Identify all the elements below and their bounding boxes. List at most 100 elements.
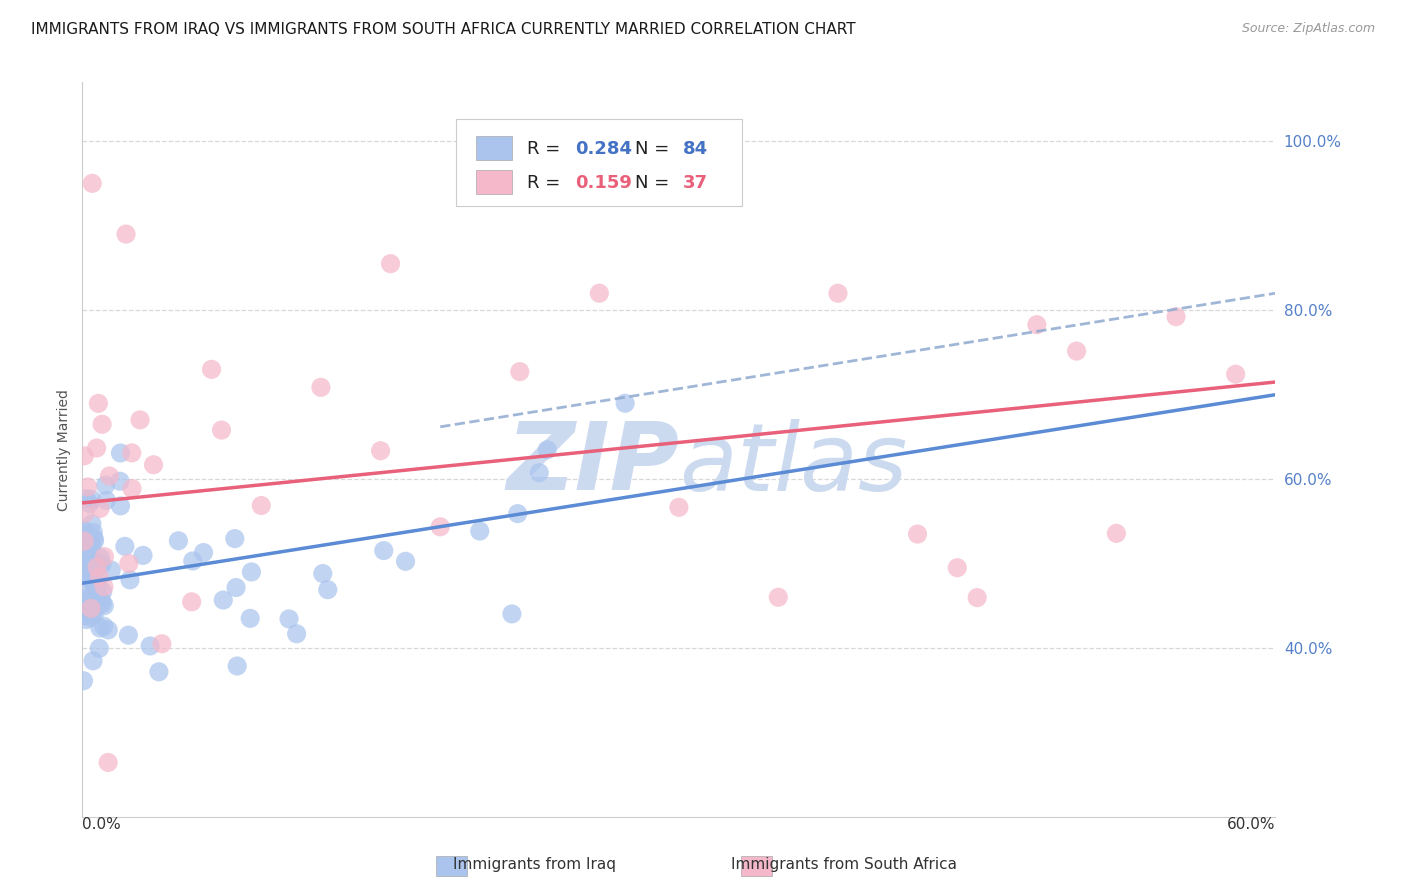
FancyBboxPatch shape [477, 136, 512, 160]
Point [90, 593, 112, 607]
Point [536, 442, 558, 457]
Point [73, 523, 96, 537]
Point [509, 365, 531, 379]
Point [82, 654, 104, 668]
Point [94, 478, 117, 492]
Point [72, 556, 94, 570]
Point [87, 578, 110, 592]
Point [72, 608, 94, 623]
Point [97, 756, 120, 770]
Point [250, 499, 273, 513]
Point [373, 543, 395, 558]
Point [82, 525, 104, 540]
Text: N =: N = [634, 140, 675, 158]
Point [312, 566, 335, 581]
Point [380, 257, 402, 271]
Point [76, 591, 98, 606]
Text: 0.159: 0.159 [575, 174, 631, 192]
Point [83, 532, 105, 546]
Point [82, 606, 104, 620]
Point [132, 549, 155, 563]
Point [91, 417, 114, 432]
Point [239, 611, 262, 625]
Point [80, 567, 103, 582]
Point [76, 480, 98, 494]
Point [83, 593, 105, 607]
Point [89, 550, 111, 565]
Point [224, 532, 246, 546]
Text: 60.0%: 60.0% [1227, 817, 1275, 832]
FancyBboxPatch shape [741, 856, 772, 876]
Point [91, 597, 114, 611]
Point [93, 549, 115, 564]
Point [1066, 344, 1088, 359]
Point [907, 527, 929, 541]
Point [89, 570, 111, 584]
Point [84, 590, 107, 604]
Point [668, 500, 690, 515]
Y-axis label: Currently Married: Currently Married [58, 389, 72, 510]
Point [80, 574, 103, 588]
Point [100, 563, 122, 577]
Point [80, 516, 103, 531]
Point [1025, 318, 1047, 332]
Point [87, 396, 110, 410]
Point [142, 458, 165, 472]
Point [181, 554, 204, 568]
Point [82, 177, 104, 191]
Point [80, 610, 103, 624]
Point [278, 612, 301, 626]
Point [139, 639, 162, 653]
Text: R =: R = [527, 174, 567, 192]
Point [225, 581, 247, 595]
Point [240, 565, 263, 579]
Point [72, 539, 94, 553]
Point [1225, 368, 1247, 382]
Point [115, 227, 138, 241]
Point [83, 533, 105, 548]
Point [89, 641, 111, 656]
Text: ZIP: ZIP [506, 418, 679, 510]
Point [73, 528, 96, 542]
Point [84, 577, 107, 591]
Point [82, 585, 104, 599]
Point [212, 593, 235, 607]
Point [93, 599, 115, 613]
Text: IMMIGRANTS FROM IRAQ VS IMMIGRANTS FROM SOUTH AFRICA CURRENTLY MARRIED CORRELATI: IMMIGRANTS FROM IRAQ VS IMMIGRANTS FROM … [31, 22, 856, 37]
Text: 0.0%: 0.0% [83, 817, 121, 832]
Point [614, 396, 637, 410]
Point [1105, 526, 1128, 541]
Point [86, 574, 108, 589]
Text: Immigrants from Iraq: Immigrants from Iraq [453, 857, 616, 872]
Point [117, 628, 139, 642]
Point [79, 549, 101, 563]
Point [370, 443, 392, 458]
Point [226, 659, 249, 673]
Point [180, 595, 202, 609]
Point [309, 380, 332, 394]
Point [529, 466, 551, 480]
Point [72, 673, 94, 688]
Point [118, 557, 141, 571]
Point [110, 446, 132, 460]
Point [211, 423, 233, 437]
Point [73, 449, 96, 463]
Point [966, 591, 988, 605]
Text: Immigrants from South Africa: Immigrants from South Africa [731, 857, 956, 872]
Point [946, 560, 969, 574]
Point [316, 582, 339, 597]
Point [80, 540, 103, 554]
Point [75, 554, 97, 568]
Point [76, 558, 98, 573]
Point [91, 584, 114, 599]
Text: 37: 37 [682, 174, 707, 192]
Point [80, 492, 103, 507]
Point [93, 619, 115, 633]
Point [394, 554, 416, 568]
FancyBboxPatch shape [436, 856, 467, 876]
Point [200, 362, 222, 376]
Point [72, 570, 94, 584]
Point [79, 497, 101, 511]
Text: 0.284: 0.284 [575, 140, 633, 158]
FancyBboxPatch shape [456, 120, 742, 206]
